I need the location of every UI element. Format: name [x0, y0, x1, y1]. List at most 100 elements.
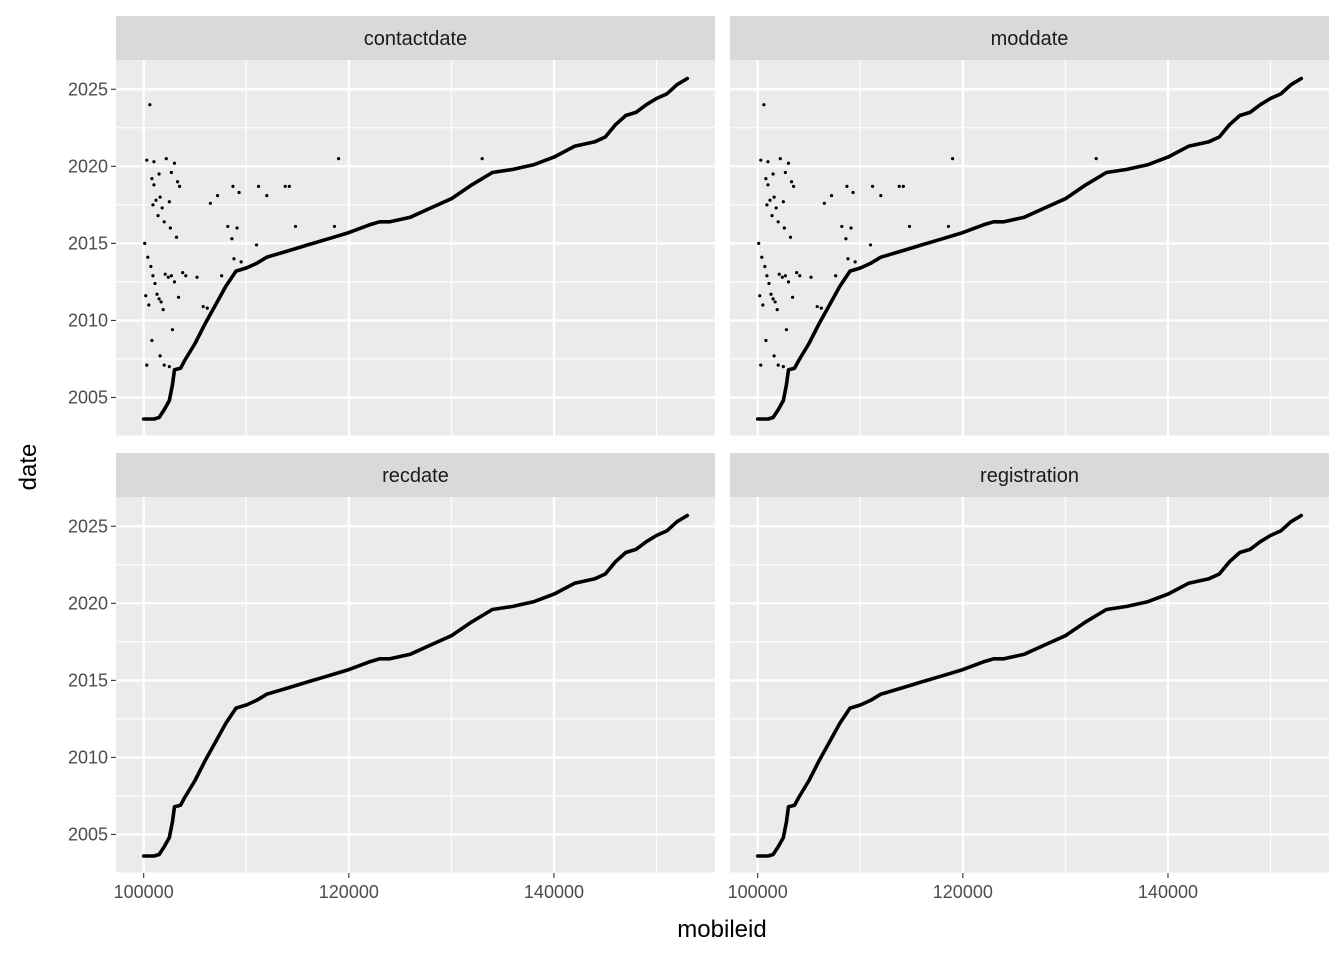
data-point: [158, 195, 162, 199]
y-tick-label: 2020: [68, 593, 108, 613]
facet-panel-contactdate: contactdate 2005 2010 2015 2020 2025: [68, 16, 715, 437]
data-point: [846, 257, 850, 261]
data-point: [798, 274, 802, 278]
data-point: [184, 274, 188, 278]
data-point: [774, 206, 778, 210]
y-tick-label: 2005: [68, 387, 108, 407]
data-point: [783, 274, 787, 278]
data-point: [480, 157, 484, 161]
data-point: [287, 184, 291, 188]
data-point: [853, 260, 857, 264]
x-tick-label: 120000: [933, 882, 993, 902]
data-point: [232, 257, 236, 261]
facet-strip-label: registration: [980, 465, 1079, 487]
data-point: [215, 194, 220, 198]
data-point: [760, 255, 764, 259]
data-point: [231, 184, 235, 188]
data-point: [849, 226, 853, 230]
data-point: [771, 297, 775, 301]
data-point: [145, 158, 149, 162]
data-point: [822, 201, 826, 205]
facet-panel-moddate: moddate: [730, 16, 1329, 437]
data-point: [172, 161, 177, 165]
data-point: [946, 224, 951, 229]
x-tick-label: 140000: [524, 882, 584, 902]
data-point: [177, 184, 182, 188]
data-curve: [141, 513, 690, 858]
data-point: [761, 303, 765, 307]
facet-strip: [730, 453, 1329, 497]
data-point: [336, 157, 341, 161]
data-point: [150, 177, 154, 181]
y-tick-label: 2005: [68, 824, 108, 844]
data-point: [844, 237, 848, 241]
data-point: [166, 275, 170, 279]
data-point: [786, 280, 791, 284]
facet-strip: [116, 453, 715, 497]
data-point: [879, 194, 883, 198]
data-point: [781, 365, 785, 369]
y-tick-label: 2010: [68, 747, 108, 767]
x-tick-label: 100000: [114, 882, 174, 902]
data-point: [151, 203, 155, 207]
data-point: [147, 303, 151, 307]
data-point: [174, 235, 179, 239]
facet-strip: [116, 16, 715, 60]
data-point: [169, 274, 173, 278]
data-point: [907, 224, 912, 229]
data-point: [777, 272, 781, 276]
data-point: [845, 184, 849, 188]
data-point: [176, 295, 181, 299]
data-point: [150, 338, 154, 343]
facet-strip: [730, 16, 1329, 60]
data-point: [762, 103, 766, 107]
data-curve: [755, 513, 1304, 858]
data-point: [772, 195, 776, 199]
facet-panel-registration: registration 100000 120000 140000: [728, 453, 1329, 902]
data-point: [772, 354, 776, 358]
data-point: [157, 172, 161, 176]
data-point: [819, 306, 823, 310]
data-point: [230, 237, 234, 241]
data-point: [163, 272, 167, 276]
data-point: [767, 281, 771, 286]
data-point: [293, 224, 298, 229]
data-point: [815, 304, 819, 309]
data-point: [226, 224, 230, 229]
data-point: [201, 304, 205, 309]
data-curve: [755, 76, 1304, 421]
data-point: [167, 200, 171, 204]
data-point: [897, 184, 901, 188]
data-point: [237, 190, 241, 195]
data-point: [152, 183, 156, 187]
data-point: [764, 177, 768, 181]
data-point: [148, 103, 152, 107]
data-point: [175, 180, 180, 184]
data-point: [764, 338, 768, 343]
data-point: [840, 224, 844, 229]
data-point: [765, 274, 769, 278]
data-point: [776, 220, 780, 224]
x-axis-title: mobileid: [677, 916, 766, 943]
y-tick-label: 2015: [68, 233, 108, 253]
data-point: [155, 292, 159, 296]
data-point: [154, 198, 158, 202]
data-point: [773, 300, 777, 304]
data-point: [780, 275, 784, 279]
data-point: [784, 328, 789, 332]
data-point: [170, 328, 175, 332]
y-tick-label: 2010: [68, 310, 108, 330]
data-point: [160, 206, 164, 210]
data-point: [769, 292, 773, 296]
data-point: [158, 354, 162, 358]
data-point: [759, 363, 763, 367]
data-point: [332, 224, 337, 229]
y-tick-label: 2015: [68, 670, 108, 690]
data-point: [145, 363, 149, 367]
data-point: [164, 157, 168, 161]
data-point: [950, 157, 955, 161]
data-point: [1094, 157, 1098, 161]
data-point: [143, 241, 147, 245]
y-tick-label: 2020: [68, 156, 108, 176]
data-point: [195, 275, 199, 279]
